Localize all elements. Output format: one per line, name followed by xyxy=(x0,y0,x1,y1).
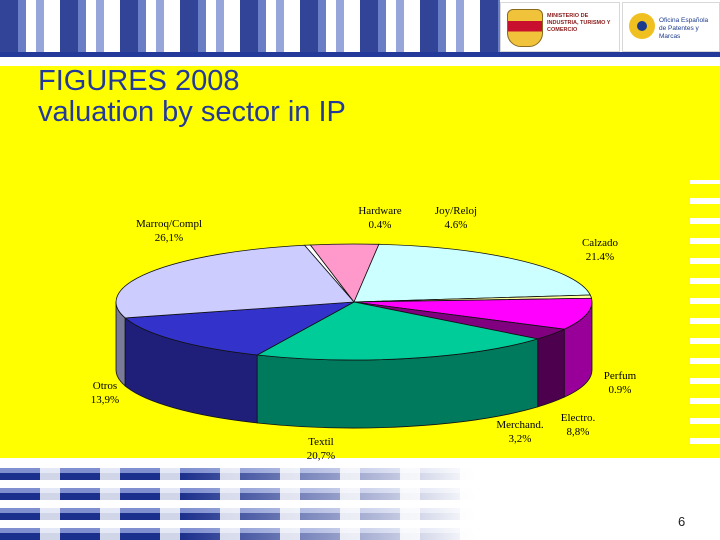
pie-value-textil: 20,7% xyxy=(307,450,335,462)
pie-label-electro-: Electro. xyxy=(561,412,596,424)
pie-slice-calzado xyxy=(353,243,591,303)
pie-slice-textil xyxy=(255,301,538,361)
oepm-logo: Oficina Española de Patentes y Marcas xyxy=(622,2,720,52)
pie-value-otros: 13,9% xyxy=(91,394,119,406)
slide-title: FIGURES 2008 valuation by sector in IP xyxy=(38,66,346,128)
pie-label-marroq-compl: Marroq/Compl xyxy=(136,218,202,230)
pie-value-marroq-compl: 26,1% xyxy=(155,232,183,244)
ministry-logo: MINISTERIO DE INDUSTRIA, TURISMO Y COMER… xyxy=(500,2,620,52)
pie-slice-otros xyxy=(124,301,355,356)
pie-label-perfum: Perfum xyxy=(604,370,637,382)
pie-value-hardware: 0.4% xyxy=(369,219,392,231)
pie-label-joy-reloj: Joy/Reloj xyxy=(435,205,477,217)
pie-value-calzado: 21.4% xyxy=(586,251,614,263)
pie-slices xyxy=(115,243,593,361)
ministry-logo-text: MINISTERIO DE INDUSTRIA, TURISMO Y COMER… xyxy=(547,13,611,33)
slide-title-line-2: valuation by sector in IP xyxy=(38,96,346,128)
pie-label-calzado: Calzado xyxy=(582,237,619,249)
pie-value-merchand-: 3,2% xyxy=(509,433,532,445)
page-number: 6 xyxy=(678,514,686,529)
pie-label-textil: Textil xyxy=(308,436,334,448)
header-pattern xyxy=(0,0,500,52)
oepm-logo-text: Oficina Española de Patentes y Marcas xyxy=(659,17,709,40)
pie-value-electro-: 8,8% xyxy=(567,426,590,438)
slide-title-line-1: FIGURES 2008 xyxy=(38,65,240,97)
pie-label-merchand-: Merchand. xyxy=(496,419,544,431)
pie-labels: Hardware 0.4% Joy/Reloj 4.6% Calzado 21.4% Per… xyxy=(91,205,637,462)
yellow-side-stripes xyxy=(690,180,720,458)
pie-label-otros: Otros xyxy=(93,380,117,392)
header-rule xyxy=(0,52,720,57)
oepm-mark-icon xyxy=(629,13,655,39)
pie-slice-electro- xyxy=(353,297,593,330)
pie-value-perfum: 0.9% xyxy=(609,384,632,396)
pie-value-joy-reloj: 4.6% xyxy=(445,219,468,231)
footer-fade xyxy=(180,462,720,540)
pie-side-merchand- xyxy=(537,328,565,408)
coat-of-arms-icon xyxy=(507,9,543,47)
pie-slice-marroq-compl xyxy=(115,244,355,319)
header-band: MINISTERIO DE INDUSTRIA, TURISMO Y COMER… xyxy=(0,0,720,58)
pie-label-hardware: Hardware xyxy=(358,205,401,217)
